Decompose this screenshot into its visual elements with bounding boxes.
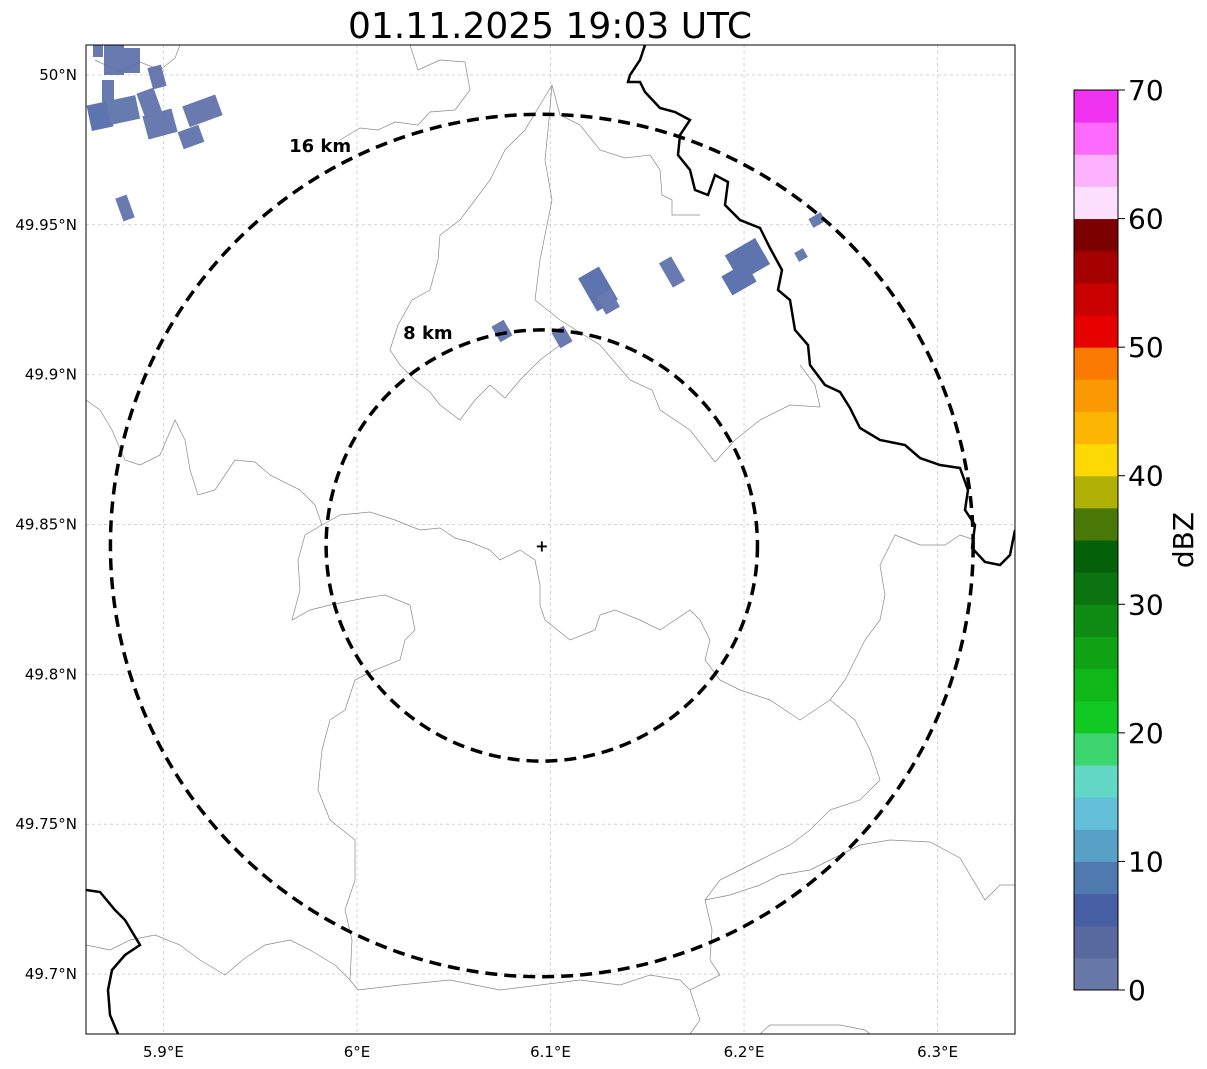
colorbar-swatch: [1074, 925, 1118, 959]
echo-cell: [491, 319, 513, 343]
echo-cell: [721, 262, 757, 296]
colorbar-ticks: 0 10 20 30 40 50 60 70: [1118, 74, 1164, 1007]
colorbar: 0 10 20 30 40 50 60 70 dBZ: [1073, 74, 1200, 1007]
national-border-line: [626, 45, 1015, 567]
lon-tick-label: 6°E: [344, 1043, 371, 1061]
colorbar-swatch: [1074, 765, 1118, 798]
boundary-line: [86, 399, 976, 991]
gridlines: [86, 45, 1015, 1034]
echo-cell: [102, 80, 114, 102]
reflectivity-echoes: [86, 45, 826, 349]
boundary-line: [321, 511, 831, 721]
colorbar-swatch: [1074, 604, 1118, 637]
boundary-line: [551, 84, 700, 216]
colorbar-swatch: [1074, 122, 1118, 155]
colorbar-swatch: [1074, 797, 1118, 830]
lat-tick-label: 49.95°N: [15, 216, 77, 234]
boundary-line: [759, 1024, 871, 1034]
colorbar-label: dBZ: [1167, 512, 1200, 568]
national-border: [86, 45, 1015, 1034]
colorbar-swatch: [1074, 250, 1118, 284]
colorbar-swatch: [1074, 282, 1118, 316]
boundary-line: [704, 839, 1015, 901]
echo-cell: [596, 289, 620, 315]
boundary-line: [689, 989, 701, 1034]
colorbar-swatch: [1074, 475, 1118, 509]
colorbar-swatch: [1074, 540, 1118, 573]
colorbar-swatch: [1074, 893, 1118, 927]
echo-cell: [115, 194, 135, 222]
colorbar-tick-label: 0: [1128, 974, 1146, 1007]
colorbar-swatch: [1074, 700, 1118, 734]
lat-tick-label: 49.9°N: [25, 366, 77, 384]
echo-cell: [147, 64, 167, 90]
boundary-line: [86, 934, 351, 981]
colorbar-swatch: [1074, 957, 1118, 991]
echo-cell: [808, 212, 826, 228]
lat-tick-label: 49.8°N: [25, 665, 77, 683]
echo-cell: [794, 248, 808, 262]
colorbar-swatch: [1074, 411, 1118, 445]
national-border-line: [86, 888, 142, 1034]
range-ring-label: 8 km: [403, 323, 453, 344]
lat-tick-label: 50°N: [39, 66, 77, 84]
colorbar-tick-label: 20: [1128, 717, 1164, 750]
boundary-line: [389, 84, 553, 406]
lat-tick-label: 49.85°N: [15, 516, 77, 534]
colorbar-swatch: [1074, 572, 1118, 605]
echo-cell: [105, 95, 141, 125]
boundary-line: [439, 344, 561, 421]
boundary-line: [534, 84, 821, 463]
colorbar-swatch: [1074, 347, 1118, 380]
lat-tick-label: 49.7°N: [25, 965, 77, 983]
echo-cell: [93, 45, 103, 57]
lon-tick-label: 6.1°E: [530, 1043, 571, 1061]
map-area: 8 km 16 km +: [85, 44, 1016, 1035]
range-rings: 8 km 16 km +: [108, 112, 975, 979]
colorbar-swatch: [1074, 154, 1118, 187]
colorbar-swatch: [1074, 315, 1118, 348]
lon-tick-label: 5.9°E: [143, 1043, 184, 1061]
colorbar-tick-label: 60: [1128, 203, 1164, 236]
colorbar-swatch: [1074, 732, 1118, 766]
lat-tick-label: 49.75°N: [15, 815, 77, 833]
colorbar-tick-label: 30: [1128, 588, 1164, 621]
echo-cell: [142, 108, 178, 140]
colorbar-swatch: [1074, 668, 1118, 702]
colorbar-swatch: [1074, 186, 1118, 220]
boundary-line: [339, 45, 471, 141]
colorbar-tick-label: 10: [1128, 845, 1164, 878]
echo-cell: [177, 124, 205, 150]
range-ring-8km: [324, 328, 760, 763]
map-frame: [85, 44, 1016, 1035]
colorbar-swatch: [1074, 829, 1118, 862]
colorbar-swatch: [1074, 90, 1118, 123]
latitude-labels: 50°N 49.95°N 49.9°N 49.85°N 49.8°N 49.75°N 49.…: [15, 66, 77, 983]
colorbar-tick-label: 50: [1128, 331, 1164, 364]
colorbar-swatch: [1074, 861, 1118, 895]
range-ring-label: 16 km: [289, 136, 351, 157]
lon-tick-label: 6.2°E: [724, 1043, 765, 1061]
colorbar-tick-label: 40: [1128, 460, 1164, 493]
echo-cell: [118, 48, 140, 73]
echo-cell: [136, 87, 162, 118]
colorbar-swatch: [1074, 636, 1118, 670]
radar-center-marker: +: [535, 536, 548, 555]
range-ring-16km: [108, 112, 975, 979]
colorbar-swatch: [1074, 218, 1118, 252]
colorbar-tick-label: 70: [1128, 74, 1164, 107]
lon-tick-label: 6.3°E: [917, 1043, 958, 1061]
colorbar-swatches: [1074, 90, 1118, 991]
colorbar-swatch: [1074, 443, 1118, 477]
echo-cell: [658, 256, 686, 288]
figure-title: 01.11.2025 19:03 UTC: [348, 6, 752, 47]
echo-cell: [86, 100, 114, 132]
colorbar-swatch: [1074, 507, 1118, 541]
colorbar-swatch: [1074, 379, 1118, 412]
longitude-labels: 5.9°E 6°E 6.1°E 6.2°E 6.3°E: [143, 1043, 958, 1061]
colorbar-frame: [1073, 89, 1119, 991]
echo-cell: [182, 94, 223, 128]
